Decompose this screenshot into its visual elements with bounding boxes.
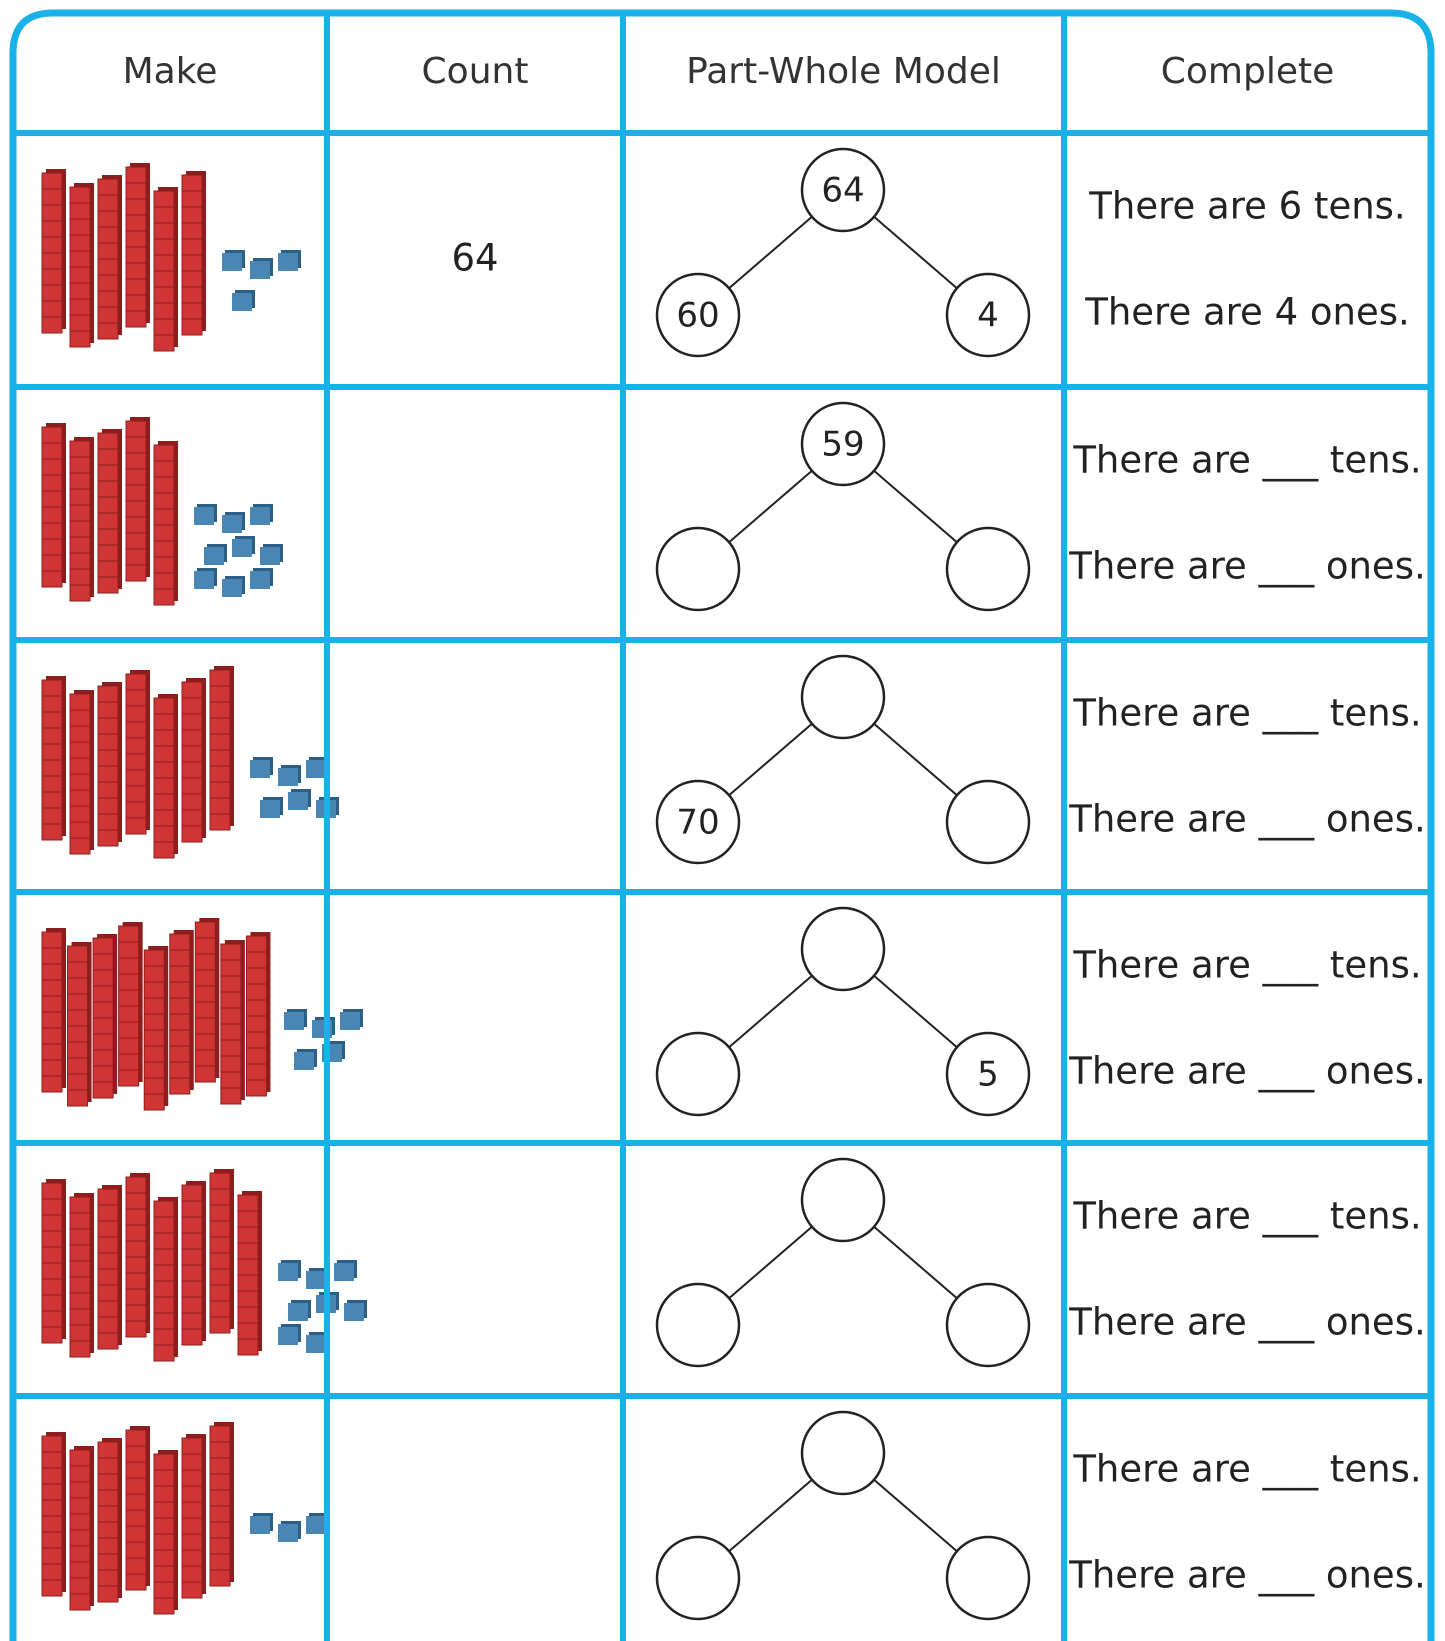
one-cube <box>306 1516 326 1534</box>
connector <box>873 216 958 289</box>
ones-cubes <box>222 250 301 311</box>
one-cube <box>278 1263 298 1281</box>
column-header: Count <box>422 51 529 92</box>
sentence: There are ___ tens. <box>1072 439 1421 482</box>
part-circle <box>655 1282 741 1368</box>
part-circle <box>655 526 741 612</box>
ones-cubes <box>250 1513 329 1542</box>
count-value: 64 <box>451 237 498 280</box>
table-border <box>9 9 1435 1641</box>
column-header: Complete <box>1161 51 1335 92</box>
part-value: 4 <box>977 296 999 336</box>
one-cube <box>250 571 270 589</box>
connector <box>873 1226 958 1299</box>
sentence: There are ___ tens. <box>1072 1195 1421 1238</box>
sentence: There are ___ ones. <box>1068 1301 1426 1344</box>
part-circle <box>945 1282 1031 1368</box>
part-circle <box>945 779 1031 865</box>
connector <box>728 723 813 796</box>
whole-circle <box>800 654 886 740</box>
tens-rods <box>41 1422 234 1615</box>
sentence: There are ___ ones. <box>1068 798 1426 841</box>
one-cube <box>340 1012 360 1030</box>
part-circle <box>655 779 741 865</box>
one-cube <box>278 1524 298 1542</box>
column-header: Make <box>123 51 218 92</box>
connector <box>728 975 813 1048</box>
sentence: There are ___ tens. <box>1072 692 1421 735</box>
ones-cubes <box>278 1260 367 1353</box>
whole-value: 64 <box>821 171 864 211</box>
one-cube <box>250 1516 270 1534</box>
sentence: There are ___ tens. <box>1072 944 1421 987</box>
one-cube <box>306 1271 326 1289</box>
part-value: 70 <box>676 803 719 843</box>
sentence: There are ___ tens. <box>1072 1448 1421 1491</box>
connector <box>873 1479 958 1552</box>
one-cube <box>306 1335 326 1353</box>
one-cube <box>232 293 252 311</box>
connector <box>728 216 813 289</box>
whole-circle <box>800 906 886 992</box>
one-cube <box>334 1263 354 1281</box>
connector <box>728 470 813 543</box>
tens-rods <box>41 417 178 606</box>
part-circle <box>945 1031 1031 1117</box>
part-circle <box>655 1031 741 1117</box>
sentence: There are ___ ones. <box>1068 1050 1426 1093</box>
ones-cubes <box>194 504 283 597</box>
whole-value: 59 <box>821 425 864 465</box>
one-cube <box>222 579 242 597</box>
one-cube <box>306 760 326 778</box>
whole-circle <box>800 401 886 487</box>
one-cube <box>222 253 242 271</box>
one-cube <box>278 253 298 271</box>
part-circle <box>655 272 741 358</box>
one-cube <box>260 547 280 565</box>
one-cube <box>288 1303 308 1321</box>
connector <box>873 723 958 796</box>
column-header: Part-Whole Model <box>686 51 1001 92</box>
sentence: There are 6 tens. <box>1088 185 1405 228</box>
part-circle <box>945 1535 1031 1621</box>
ones-cubes <box>250 757 339 818</box>
one-cube <box>222 515 242 533</box>
one-cube <box>278 768 298 786</box>
part-circle <box>945 526 1031 612</box>
part-circle <box>655 1535 741 1621</box>
whole-circle <box>800 1410 886 1496</box>
one-cube <box>232 539 252 557</box>
part-circle <box>945 272 1031 358</box>
tens-rods <box>41 918 271 1111</box>
one-cube <box>288 792 308 810</box>
one-cube <box>250 760 270 778</box>
one-cube <box>204 547 224 565</box>
one-cube <box>194 507 214 525</box>
one-cube <box>344 1303 364 1321</box>
one-cube <box>250 507 270 525</box>
part-value: 60 <box>676 296 719 336</box>
one-cube <box>278 1327 298 1345</box>
one-cube <box>194 571 214 589</box>
connector <box>728 1226 813 1299</box>
sentence: There are ___ ones. <box>1068 545 1426 588</box>
whole-circle <box>800 1157 886 1243</box>
one-cube <box>260 800 280 818</box>
connector <box>728 1479 813 1552</box>
sentence: There are ___ ones. <box>1068 1554 1426 1597</box>
one-cube <box>284 1012 304 1030</box>
part-value: 5 <box>977 1055 999 1095</box>
connector <box>873 975 958 1048</box>
one-cube <box>294 1052 314 1070</box>
tens-rods <box>41 666 234 859</box>
connector <box>873 470 958 543</box>
ones-cubes <box>284 1009 363 1070</box>
tens-rods <box>41 163 206 352</box>
tens-rods <box>41 1169 262 1362</box>
one-cube <box>250 261 270 279</box>
sentence: There are 4 ones. <box>1084 291 1410 334</box>
whole-circle <box>800 147 886 233</box>
